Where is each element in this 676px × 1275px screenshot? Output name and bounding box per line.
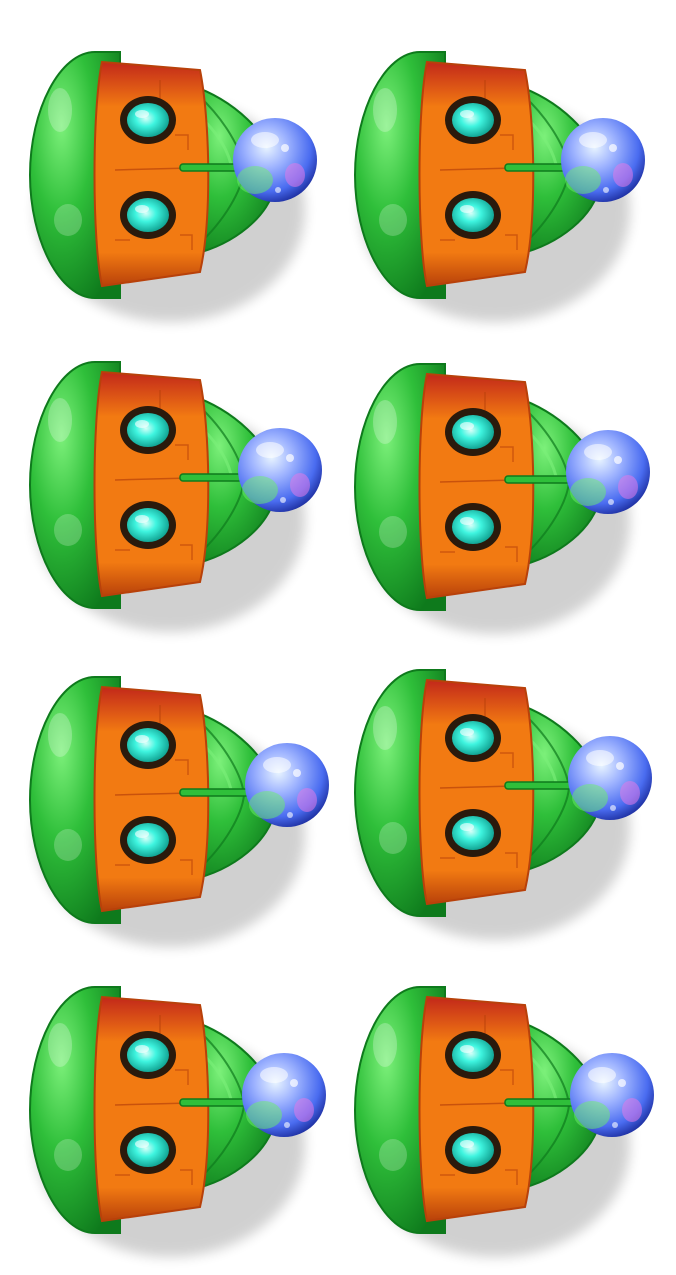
porthole-bottom <box>120 1126 176 1174</box>
ship-panel <box>93 60 210 288</box>
ship-orb <box>568 736 652 820</box>
pod-ship-sprite <box>28 676 329 947</box>
pod-ship-sprite <box>28 51 317 322</box>
antenna-stem <box>504 475 576 484</box>
antenna-stem <box>179 1098 251 1107</box>
ship-orb <box>245 743 329 827</box>
porthole-bottom <box>445 191 501 239</box>
porthole-top <box>445 714 501 762</box>
porthole-top <box>445 408 501 456</box>
sprite-frame-6 <box>345 658 665 958</box>
ship-orb <box>238 428 322 512</box>
sprite-frame-2 <box>345 40 665 340</box>
antenna-stem <box>504 781 576 790</box>
ship-panel <box>418 60 535 288</box>
pod-ship-sprite <box>28 986 326 1257</box>
sprite-sheet <box>20 40 665 1257</box>
porthole-bottom <box>445 1126 501 1174</box>
pod-ship-sprite <box>353 51 645 322</box>
porthole-top <box>445 96 501 144</box>
pod-ship-sprite <box>353 669 652 940</box>
ship-panel <box>93 370 210 598</box>
porthole-top <box>445 1031 501 1079</box>
porthole-bottom <box>120 501 176 549</box>
ship-panel <box>418 678 535 906</box>
porthole-bottom <box>445 809 501 857</box>
pod-ship-sprite <box>28 361 322 632</box>
ship-panel <box>418 372 535 600</box>
antenna-stem <box>504 1098 576 1107</box>
ship-orb <box>570 1053 654 1137</box>
sprite-frame-3 <box>20 350 340 650</box>
porthole-bottom <box>120 816 176 864</box>
porthole-top <box>120 96 176 144</box>
ship-panel <box>418 995 535 1223</box>
porthole-bottom <box>445 503 501 551</box>
ship-panel <box>93 995 210 1223</box>
porthole-top <box>120 721 176 769</box>
sprite-frame-7 <box>20 975 340 1275</box>
antenna-stem <box>179 788 251 797</box>
ship-orb <box>233 118 317 202</box>
ship-panel <box>93 685 210 913</box>
ship-orb <box>561 118 645 202</box>
ship-orb <box>242 1053 326 1137</box>
porthole-top <box>120 1031 176 1079</box>
pod-ship-sprite <box>353 363 650 634</box>
sprite-frame-4 <box>345 352 665 652</box>
pod-ship-sprite <box>353 986 654 1257</box>
porthole-top <box>120 406 176 454</box>
sprite-frame-8 <box>345 975 665 1275</box>
ship-orb <box>566 430 650 514</box>
sprite-frame-5 <box>20 665 340 965</box>
sprite-frame-1 <box>20 40 340 340</box>
porthole-bottom <box>120 191 176 239</box>
